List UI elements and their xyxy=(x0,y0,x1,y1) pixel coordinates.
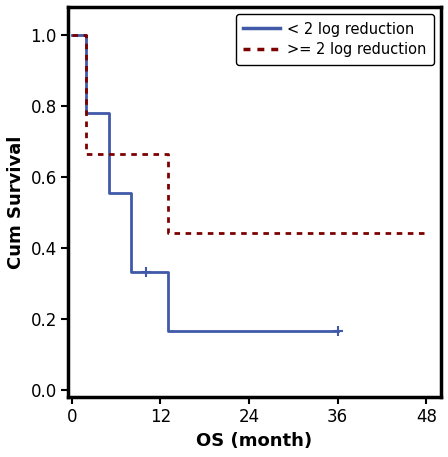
Line: >= 2 log reduction: >= 2 log reduction xyxy=(72,35,426,233)
>= 2 log reduction xyxy=(84,32,89,38)
< 2 log reduction xyxy=(143,269,148,275)
< 2 log reduction xyxy=(106,190,111,196)
< 2 log reduction xyxy=(106,111,111,116)
>= 2 log reduction xyxy=(165,151,170,156)
Line: < 2 log reduction: < 2 log reduction xyxy=(72,35,338,331)
>= 2 log reduction xyxy=(106,151,111,156)
< 2 log reduction xyxy=(84,32,89,38)
< 2 log reduction xyxy=(165,328,170,334)
Y-axis label: Cum Survival: Cum Survival xyxy=(7,135,25,269)
Legend: < 2 log reduction, >= 2 log reduction: < 2 log reduction, >= 2 log reduction xyxy=(236,14,434,64)
>= 2 log reduction xyxy=(69,32,74,38)
< 2 log reduction xyxy=(335,328,340,334)
>= 2 log reduction xyxy=(84,151,89,156)
< 2 log reduction xyxy=(69,32,74,38)
< 2 log reduction xyxy=(84,111,89,116)
< 2 log reduction xyxy=(128,190,134,196)
< 2 log reduction xyxy=(143,269,148,275)
< 2 log reduction xyxy=(335,328,340,334)
>= 2 log reduction xyxy=(106,151,111,156)
>= 2 log reduction xyxy=(424,230,429,235)
X-axis label: OS (month): OS (month) xyxy=(197,432,313,450)
< 2 log reduction xyxy=(165,269,170,275)
>= 2 log reduction xyxy=(165,230,170,235)
< 2 log reduction xyxy=(128,269,134,275)
